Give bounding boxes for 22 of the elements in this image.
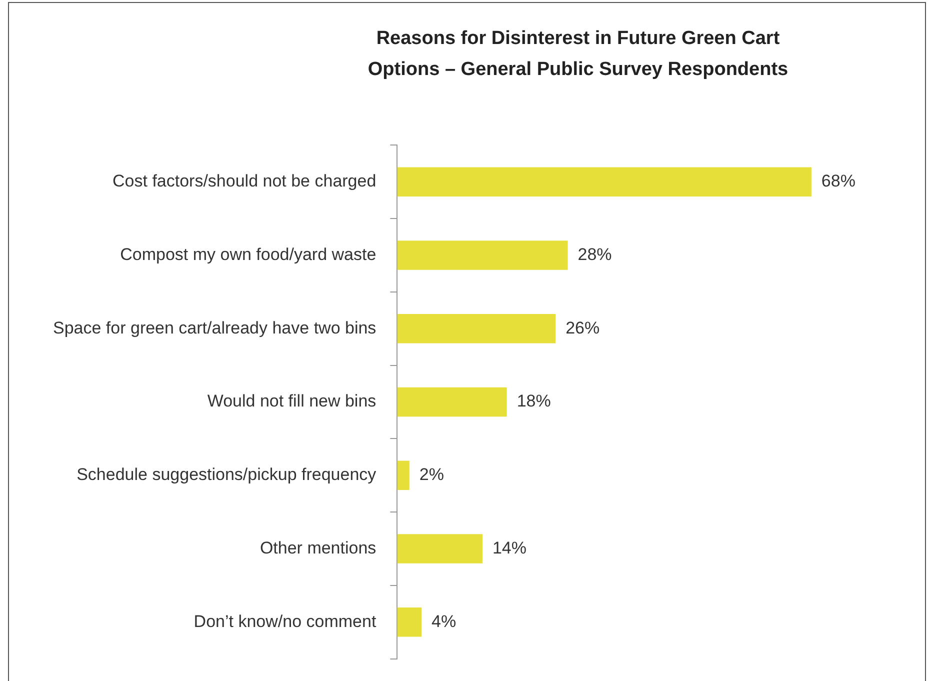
- y-tick-label: Schedule suggestions/pickup frequency: [76, 465, 377, 484]
- y-tick-label: Space for green cart/already have two bins: [52, 318, 376, 338]
- y-tick-label: Other mentions: [260, 538, 376, 558]
- data-label: 68%: [821, 172, 856, 191]
- bar: [397, 314, 556, 344]
- y-tick-label: Compost my own food/yard waste: [120, 244, 376, 264]
- data-label: 4%: [432, 612, 456, 631]
- bar: [397, 534, 482, 564]
- bar: [397, 460, 410, 490]
- bar: [397, 240, 568, 270]
- data-label: 14%: [492, 538, 526, 558]
- y-tick-label: Would not fill new bins: [207, 392, 376, 411]
- bar: [397, 167, 812, 197]
- data-label: 2%: [419, 465, 444, 484]
- data-label: 28%: [578, 244, 612, 264]
- data-label: 18%: [516, 392, 551, 411]
- chart-title: Reasons for Disinterest in Future Green Cart Options – General Public Survey Respondents: [366, 27, 790, 82]
- bar: [397, 387, 507, 417]
- bar: [397, 607, 422, 637]
- y-tick-label: Cost factors/should not be charged: [112, 172, 376, 191]
- data-label: 26%: [566, 318, 600, 338]
- y-tick-label: Don’t know/no comment: [194, 612, 376, 631]
